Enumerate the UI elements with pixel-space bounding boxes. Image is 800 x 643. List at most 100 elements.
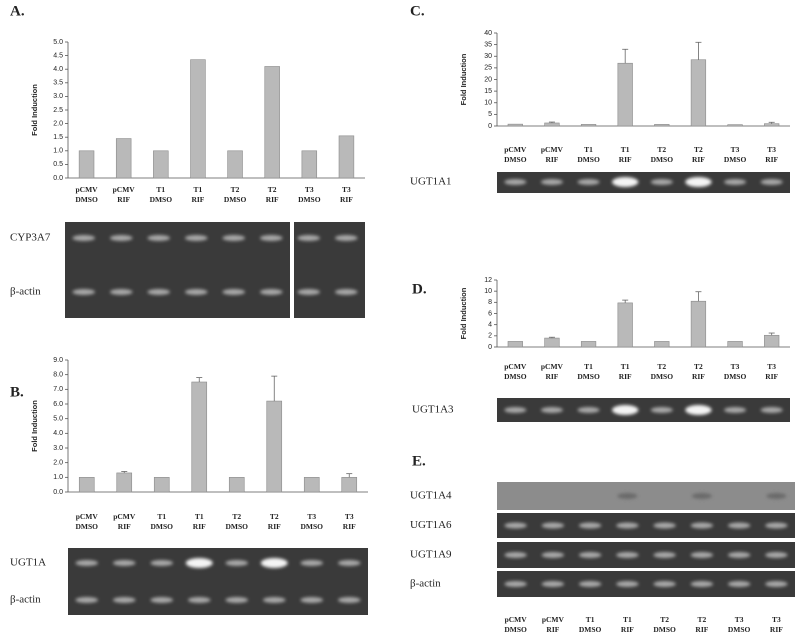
x-tick-label: T2 RIF <box>266 185 279 204</box>
y-tick-label: 7.0 <box>53 386 63 393</box>
x-tick-label: T2 DMSO <box>653 615 676 634</box>
bar <box>78 150 95 179</box>
x-tick-label: T1 RIF <box>619 362 632 381</box>
x-tick-label: pCMV DMSO <box>504 362 527 381</box>
gel-band <box>504 552 527 558</box>
x-tick-label: pCMV DMSO <box>76 512 99 531</box>
x-tick-label: pCMV RIF <box>542 615 565 634</box>
gel-band <box>260 289 283 295</box>
gel-band <box>612 405 639 415</box>
y-tick-label: 0 <box>488 123 492 130</box>
y-tick-label: 40 <box>484 30 492 37</box>
gel-band <box>690 581 714 587</box>
gel-band <box>540 407 563 413</box>
bar <box>727 341 743 348</box>
gel-band <box>110 289 133 295</box>
error-bar <box>346 473 353 478</box>
x-tick-label: pCMV RIF <box>541 362 564 381</box>
x-tick-label: T2 RIF <box>692 145 705 164</box>
gel-band <box>685 405 712 415</box>
y-tick-label: 25 <box>484 65 492 72</box>
bar <box>78 477 95 493</box>
y-tick-label: 4.5 <box>53 52 63 59</box>
x-tick-label: T3 DMSO <box>298 185 321 204</box>
bar <box>727 124 743 127</box>
gel-label: UGT1A1 <box>410 176 452 188</box>
gel-band <box>504 407 527 413</box>
gel-band <box>260 558 288 568</box>
y-tick-label: 5.0 <box>53 39 63 46</box>
gel-band <box>650 407 673 413</box>
y-axis-label: Fold Induction <box>459 53 468 105</box>
y-tick-label: 3.0 <box>53 445 63 452</box>
y-tick-label: 1.0 <box>53 148 63 155</box>
x-tick-label: T1 RIF <box>619 145 632 164</box>
gel-band <box>616 552 639 558</box>
gel-band <box>760 179 783 185</box>
error-bar <box>548 336 555 339</box>
x-tick-label: T3 DMSO <box>724 362 747 381</box>
panel-label: A. <box>10 3 25 19</box>
bar <box>544 122 560 127</box>
gel-band <box>653 552 676 558</box>
gel-band <box>185 558 213 568</box>
x-tick-label: T1 RIF <box>191 185 204 204</box>
bar <box>190 59 206 179</box>
error-bar <box>768 121 775 124</box>
gel-band <box>150 560 173 566</box>
y-tick-label: 4 <box>488 322 492 329</box>
gel-label: CYP3A7 <box>10 232 51 244</box>
gel-band <box>766 493 787 499</box>
bar <box>153 150 169 179</box>
y-tick-label: 9.0 <box>53 357 63 364</box>
gel-label: UGT1A <box>10 557 46 569</box>
panel-label: C. <box>410 3 425 19</box>
bar <box>690 59 707 127</box>
y-tick-label: 5.0 <box>53 416 63 423</box>
bar <box>690 300 707 348</box>
gel-band <box>222 235 245 241</box>
error-bar <box>622 48 629 64</box>
y-axis-label: Fold Induction <box>459 287 468 339</box>
y-tick-label: 1.0 <box>53 474 63 481</box>
gel-band <box>578 522 602 529</box>
gel-band <box>75 597 98 603</box>
x-tick-label: T1 DMSO <box>151 512 174 531</box>
gel-band <box>653 581 676 587</box>
bar <box>654 341 670 348</box>
gel-label: UGT1A4 <box>410 490 452 502</box>
gel-band <box>727 522 751 529</box>
x-tick-label: T1 DMSO <box>579 615 602 634</box>
bar <box>507 341 523 348</box>
bar <box>266 400 283 493</box>
gel-band <box>110 235 133 241</box>
gel-label: UGT1A3 <box>412 404 454 416</box>
bar <box>580 341 597 348</box>
y-axis-label: Fold Induction <box>30 400 39 452</box>
gel-band <box>765 552 788 558</box>
x-tick-label: T3 DMSO <box>724 145 747 164</box>
y-tick-label: 0 <box>488 344 492 351</box>
y-tick-label: 4.0 <box>53 430 63 437</box>
panel-label: B. <box>10 384 24 400</box>
y-tick-label: 6 <box>488 310 492 317</box>
gel-label: β-actin <box>410 578 441 590</box>
y-tick-label: 0.5 <box>53 161 63 168</box>
gel-band <box>150 597 173 603</box>
y-axis-label: Fold Induction <box>30 84 39 136</box>
bar <box>764 123 780 127</box>
bar <box>338 135 355 179</box>
x-tick-label: T3 DMSO <box>301 512 324 531</box>
y-tick-label: 2.0 <box>53 120 63 127</box>
gel-band <box>727 552 751 558</box>
gel-band <box>300 597 323 603</box>
x-tick-label: T2 DMSO <box>651 145 674 164</box>
gel-band <box>504 179 527 185</box>
gel-band <box>260 235 283 241</box>
x-tick-label: T2 RIF <box>695 615 708 634</box>
y-tick-label: 3.5 <box>53 80 63 87</box>
gel-band <box>297 235 320 241</box>
gel-label: UGT1A9 <box>410 549 452 561</box>
gel-band <box>578 552 602 558</box>
gel-band <box>300 560 323 566</box>
